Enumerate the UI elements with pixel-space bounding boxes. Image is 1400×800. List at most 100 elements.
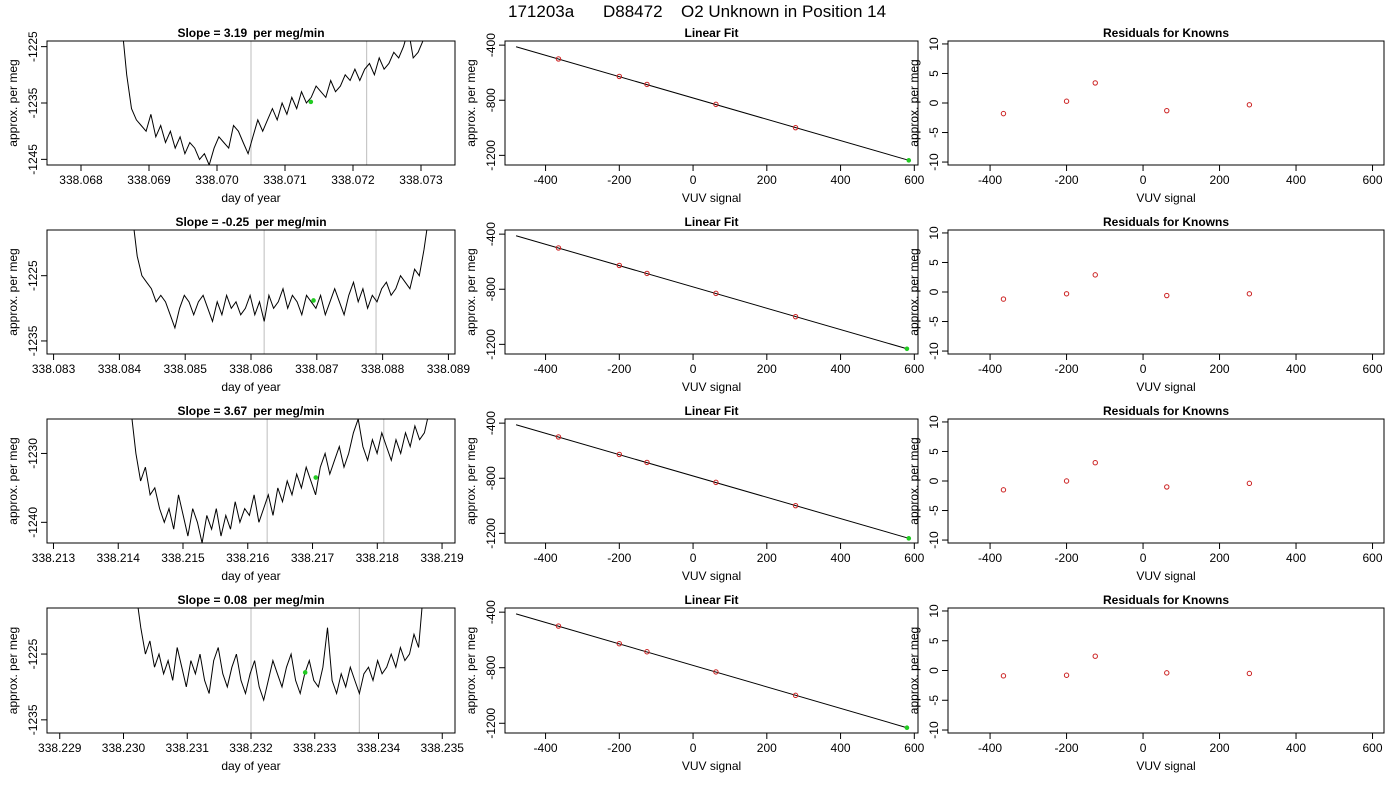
residual-point	[1164, 292, 1170, 299]
x-tick-label: 600	[904, 741, 924, 755]
y-tick-label: -400	[484, 411, 498, 435]
y-tick-label: 5	[927, 448, 941, 455]
known-point	[616, 262, 623, 269]
y-tick-label: -1200	[484, 140, 498, 171]
y-axis-label: approx. per meg	[907, 627, 921, 714]
x-tick-label: 0	[690, 741, 697, 755]
x-tick-label: 200	[1210, 551, 1230, 565]
x-tick-label: -400	[534, 362, 558, 376]
x-tick-label: 200	[757, 741, 777, 755]
x-tick-label: 200	[1210, 173, 1230, 187]
y-tick-label: 5	[927, 637, 941, 644]
x-axis-label: VUV signal	[682, 191, 741, 205]
y-axis-label: approx. per meg	[907, 59, 921, 146]
x-axis-label: day of year	[221, 569, 280, 583]
x-tick-label: 200	[757, 551, 777, 565]
slope-value: 0.08	[224, 593, 248, 607]
y-tick-label: -1225	[26, 31, 40, 62]
y-tick-label: -1240	[26, 507, 40, 538]
x-tick-label: 338.231	[166, 741, 210, 755]
x-tick-label: 400	[1286, 362, 1306, 376]
x-tick-label: -200	[607, 741, 631, 755]
panel-title: Slope = 3.67 per meg/min	[177, 404, 324, 418]
x-tick-label: 0	[690, 362, 697, 376]
x-tick-label: -400	[534, 551, 558, 565]
residual-point	[1092, 80, 1098, 86]
y-tick-label: -800	[484, 88, 498, 112]
residual-point	[1164, 670, 1170, 676]
plot-area	[1000, 272, 1253, 302]
panel-time-1: Slope = 3.19 per meg/min day of year approx…	[6, 26, 456, 205]
plot-area	[1000, 459, 1253, 493]
panel-title: Slope = -0.25 per meg/min	[175, 215, 326, 229]
x-tick-label: 200	[1210, 741, 1230, 755]
y-tick-label: 0	[927, 667, 941, 674]
figure-title-description: O2 Unknown in Position 14	[681, 2, 886, 21]
known-point	[644, 81, 650, 88]
panel-title: Linear Fit	[684, 593, 738, 607]
known-point	[713, 290, 719, 297]
x-tick-label: 0	[1140, 173, 1147, 187]
y-tick-label: -1225	[26, 638, 40, 669]
y-tick-label: -1235	[26, 704, 40, 735]
x-axis-label: day of year	[221, 191, 280, 205]
y-tick-label: -1235	[26, 87, 40, 118]
residual-point	[1246, 480, 1253, 487]
y-axis-label: approx. per meg	[464, 248, 478, 335]
known-point	[792, 313, 799, 320]
fit-line	[515, 46, 909, 161]
plot-area	[122, 41, 424, 165]
x-tick-label: 0	[1140, 551, 1147, 565]
panel-title: Linear Fit	[684, 26, 738, 40]
y-axis-label: approx. per meg	[6, 59, 20, 146]
x-tick-label: 338.213	[32, 551, 76, 565]
y-tick-label: -400	[484, 600, 498, 624]
y-tick-label: 10	[927, 37, 941, 51]
x-tick-label: 338.230	[102, 741, 146, 755]
x-tick-label: 400	[1286, 741, 1306, 755]
residual-point	[1092, 459, 1098, 466]
known-point	[792, 692, 799, 699]
y-axis-label: approx. per meg	[907, 437, 921, 524]
y-tick-label: -400	[484, 33, 498, 57]
figure-title-tank: D88472	[603, 2, 663, 21]
residual-point	[1063, 672, 1070, 678]
x-tick-label: 338.083	[32, 362, 76, 376]
y-tick-label: -400	[484, 222, 498, 246]
panel-title: Linear Fit	[684, 404, 738, 418]
plot-frame	[504, 418, 919, 544]
known-point	[555, 56, 562, 62]
x-tick-label: -400	[978, 551, 1002, 565]
known-point	[713, 669, 719, 675]
slope-title-prefix: Slope =	[177, 404, 223, 418]
x-tick-label: 400	[1286, 173, 1306, 187]
panel-res-1: Residuals for Knowns VUV signal approx. pe…	[907, 26, 1385, 205]
y-tick-label: -10	[927, 153, 941, 171]
x-tick-label: 338.089	[427, 362, 471, 376]
x-tick-label: 338.214	[97, 551, 141, 565]
plot-frame	[947, 607, 1385, 734]
y-axis-label: approx. per meg	[6, 437, 20, 524]
x-tick-label: 338.216	[226, 551, 270, 565]
signal-trace	[137, 608, 423, 702]
y-tick-label: 0	[927, 288, 941, 295]
x-axis-label: VUV signal	[1136, 759, 1195, 773]
unknown-marker	[308, 99, 314, 105]
known-point	[713, 101, 719, 108]
x-tick-label: 338.073	[399, 173, 443, 187]
x-tick-label: 338.219	[420, 551, 464, 565]
y-tick-label: -1235	[26, 325, 40, 356]
unknown-marker	[302, 670, 308, 675]
panel-title: Residuals for Knowns	[1103, 215, 1229, 229]
x-tick-label: 600	[1363, 362, 1383, 376]
plot-frame	[947, 229, 1385, 355]
plot-frame	[504, 229, 919, 355]
x-tick-label: 338.070	[195, 173, 239, 187]
known-point	[616, 73, 623, 80]
residual-point	[1000, 673, 1007, 679]
plot-area	[515, 613, 910, 731]
plot-frame	[46, 229, 456, 355]
panel-title: Residuals for Knowns	[1103, 593, 1229, 607]
unknown-marker	[313, 475, 319, 480]
